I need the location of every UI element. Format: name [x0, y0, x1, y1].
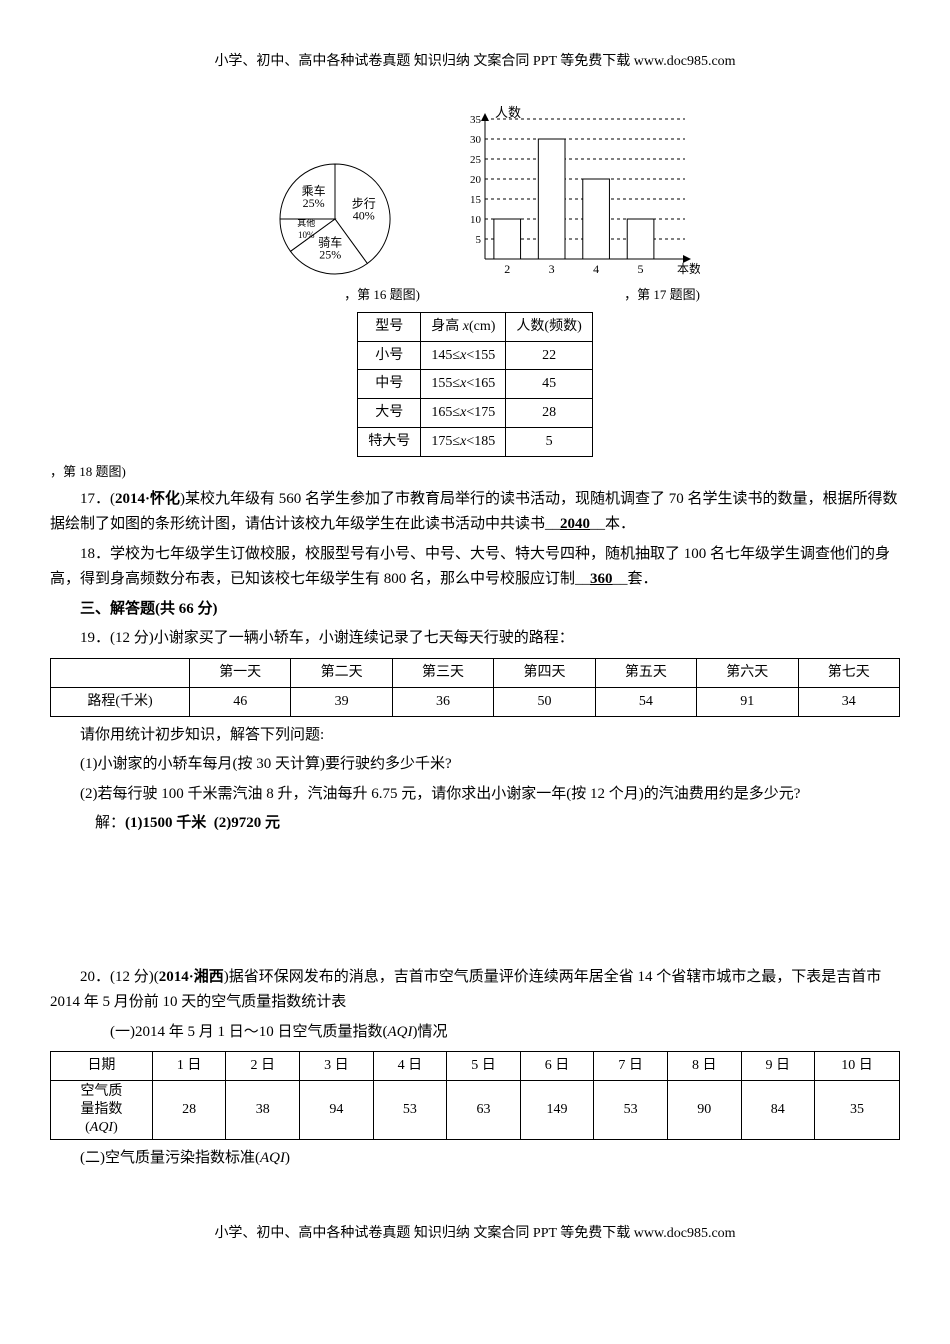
q20-cap2-text: (二)空气质量污染指数标准(AQI): [80, 1150, 290, 1166]
figures-row: 步行40%骑车25%其他10%乘车25% ，第 16 题图) 510152025…: [50, 104, 900, 306]
table-q20: 日期1 日2 日3 日4 日5 日6 日7 日8 日9 日10 日空气质量指数(…: [50, 1051, 900, 1140]
q18-answer: 360: [590, 571, 613, 587]
q19-ans1: (1)1500 千米: [125, 815, 206, 831]
q19-line1: (1)小谢家的小轿车每月(按 30 天计算)要行驶约多少千米?: [50, 752, 900, 778]
bar-chart-block: 5 10 15 20 25 30 35 2 3 4 5 人数本数 ，第 17 题图): [440, 104, 700, 306]
pie-chart: 步行40%骑车25%其他10%乘车25%: [250, 134, 420, 284]
table18-caption: ，第 18 题图): [50, 461, 900, 483]
svg-text:10%: 10%: [298, 230, 315, 240]
svg-text:本数: 本数: [677, 261, 700, 276]
svg-text:10: 10: [470, 214, 482, 226]
page-header: 小学、初中、高中各种试卷真题 知识归纳 文案合同 PPT 等免费下载 www.d…: [50, 50, 900, 74]
page-footer: 小学、初中、高中各种试卷真题 知识归纳 文案合同 PPT 等免费下载 www.d…: [50, 1222, 900, 1246]
q17-prefix: 17．(: [80, 491, 115, 507]
svg-text:3: 3: [549, 262, 555, 276]
svg-text:40%: 40%: [353, 208, 375, 222]
table-q18: 型号身高 x(cm)人数(频数)小号145≤x<15522中号155≤x<165…: [357, 312, 592, 457]
svg-text:4: 4: [593, 262, 599, 276]
q20-intro: 20．(12 分)(2014·湘西)据省环保网发布的消息，吉首市空气质量评价连续…: [50, 965, 900, 1016]
q19-answer: 解：(1)1500 千米 (2)9720 元: [50, 811, 900, 837]
q19-ans-label: 解：: [95, 815, 125, 831]
pie-chart-block: 步行40%骑车25%其他10%乘车25% ，第 16 题图): [250, 134, 420, 306]
q19-intro: 19．(12 分)小谢家买了一辆小轿车，小谢连续记录了七天每天行驶的路程：: [50, 626, 900, 652]
svg-text:人数: 人数: [495, 105, 521, 120]
q18-body: 18．学校为七年级学生订做校服，校服型号有小号、中号、大号、特大号四种，随机抽取…: [50, 546, 890, 588]
table-q19: 第一天第二天第三天第四天第五天第六天第七天路程(千米)4639365054913…: [50, 658, 900, 717]
q20-prefix: 20．(12 分)(: [80, 969, 159, 985]
svg-text:25%: 25%: [319, 247, 341, 261]
svg-text:30: 30: [470, 134, 482, 146]
bar-chart: 5 10 15 20 25 30 35 2 3 4 5 人数本数: [440, 104, 700, 284]
bar-caption: ，第 17 题图): [440, 284, 700, 306]
pie-caption: ，第 16 题图): [250, 284, 420, 306]
q18-text: 18．学校为七年级学生订做校服，校服型号有小号、中号、大号、特大号四种，随机抽取…: [50, 542, 900, 593]
svg-text:20: 20: [470, 174, 482, 186]
q19-ans2: (2)9720 元: [214, 815, 280, 831]
q20-cap2: (二)空气质量污染指数标准(AQI): [50, 1146, 900, 1172]
q19-line2: (2)若每行驶 100 千米需汽油 8 升，汽油每升 6.75 元，请你求出小谢…: [50, 782, 900, 808]
svg-text:5: 5: [476, 234, 482, 246]
svg-text:35: 35: [470, 114, 482, 126]
q18-suffix: __套．: [613, 571, 658, 587]
svg-text:2: 2: [504, 262, 510, 276]
q20-cap1-text: (一)2014 年 5 月 1 日～10 日空气质量指数(AQI)情况: [110, 1024, 448, 1040]
q19-line0: 请你用统计初步知识，解答下列问题:: [50, 723, 900, 749]
q17-answer: 2040: [560, 516, 590, 532]
q20-cap1: (一)2014 年 5 月 1 日～10 日空气质量指数(AQI)情况: [50, 1020, 900, 1046]
q17-text: 17．(2014·怀化)某校九年级有 560 名学生参加了市教育局举行的读书活动…: [50, 487, 900, 538]
svg-text:5: 5: [638, 262, 644, 276]
q20-source: 2014·湘西: [159, 969, 224, 985]
svg-text:25%: 25%: [303, 196, 325, 210]
svg-text:15: 15: [470, 194, 482, 206]
q17-suffix: __本．: [590, 516, 635, 532]
svg-text:25: 25: [470, 154, 482, 166]
q17-source: 2014·怀化: [115, 491, 180, 507]
section3-title: 三、解答题(共 66 分): [50, 597, 900, 623]
